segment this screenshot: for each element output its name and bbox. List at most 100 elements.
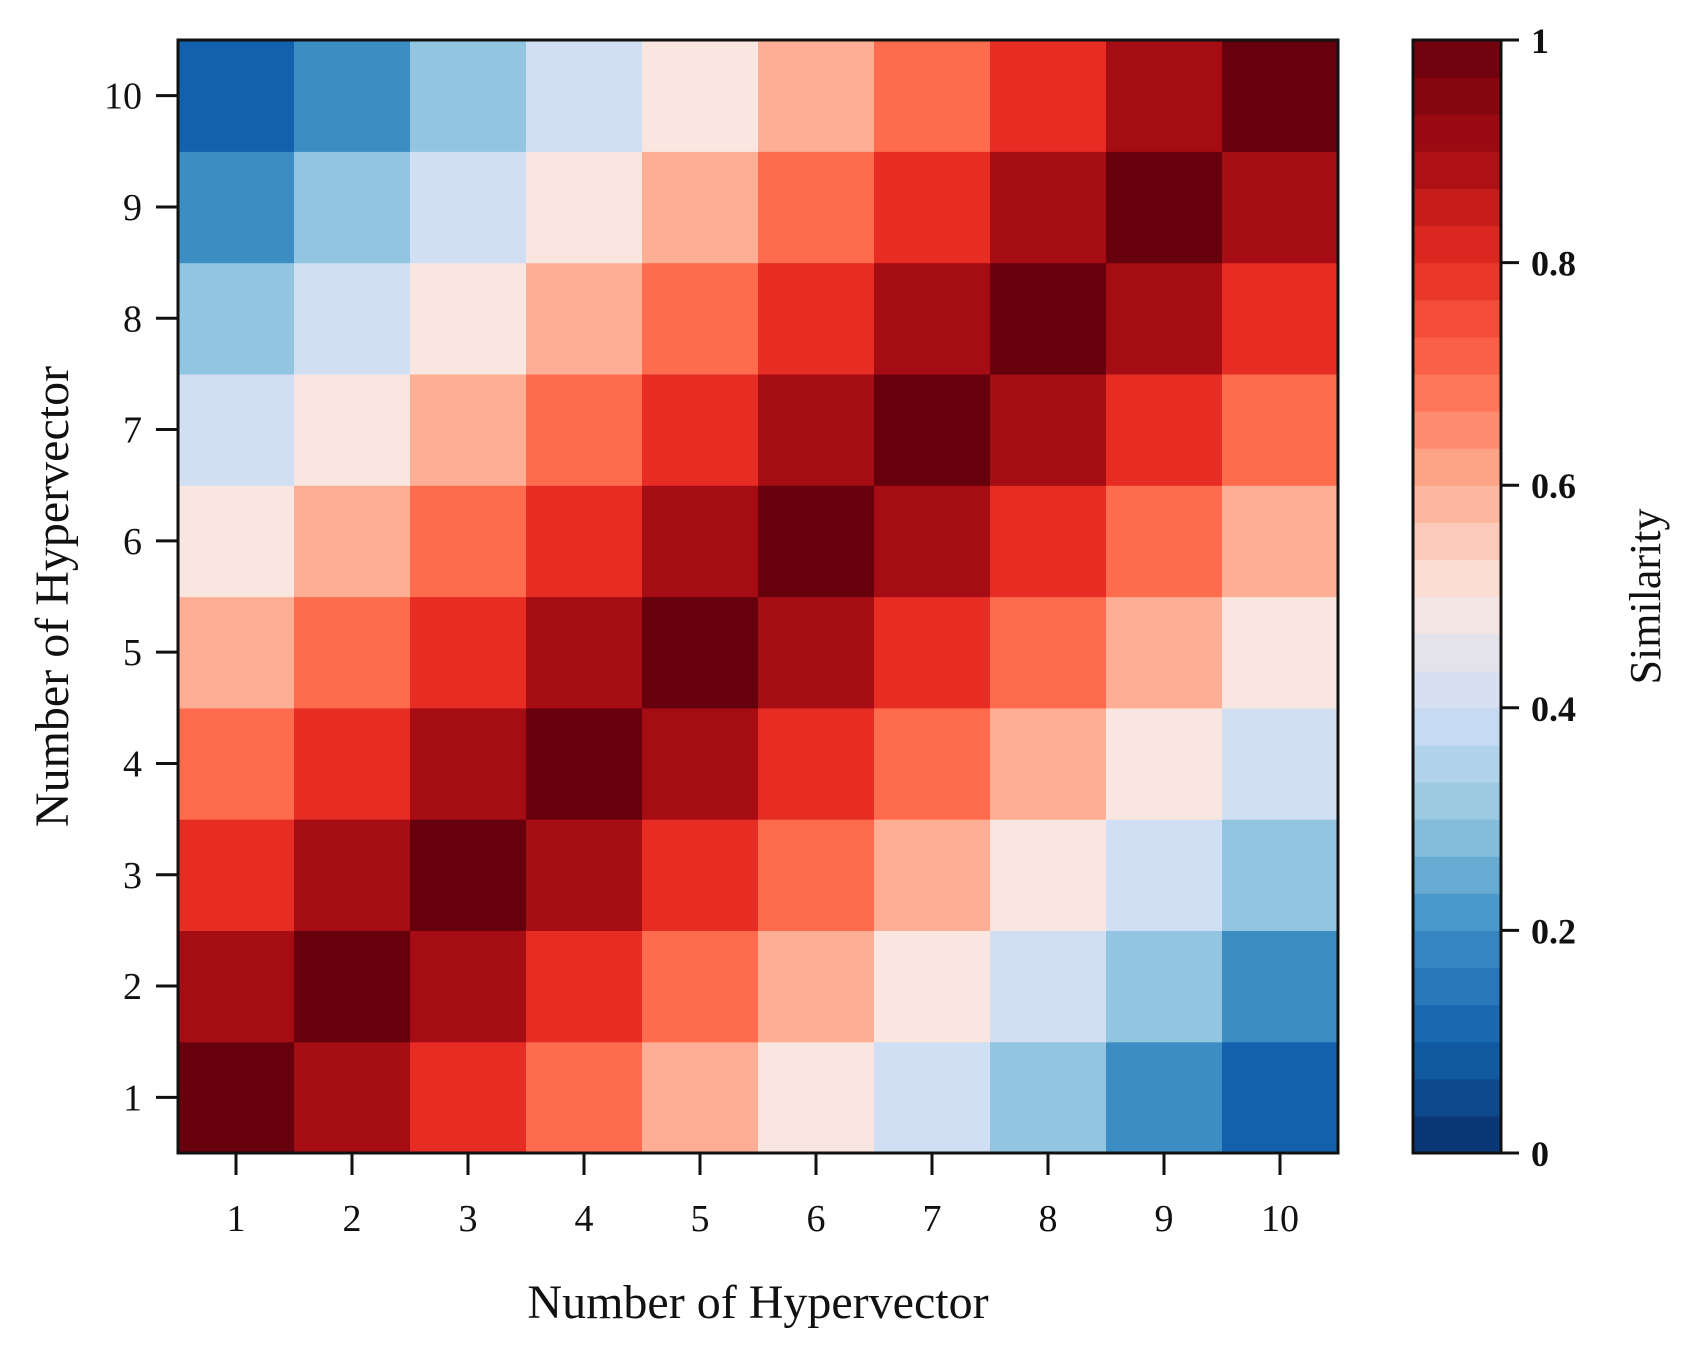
heatmap-cell-7-1 (874, 1041, 991, 1154)
heatmap-cell-8-2 (990, 930, 1107, 1043)
heatmap-cell-10-5 (1222, 596, 1339, 709)
heatmap-cell-10-1 (1222, 1041, 1339, 1154)
x-tick-label: 10 (1261, 1198, 1299, 1240)
heatmap-cell-2-4 (294, 707, 411, 820)
y-tick-label: 9 (123, 187, 142, 229)
colorbar-band (1413, 1041, 1501, 1080)
y-tick-label: 4 (123, 743, 142, 785)
heatmap-cell-5-7 (642, 373, 759, 486)
heatmap-cell-3-5 (410, 596, 527, 709)
x-axis: 1 2 3 4 5 6 7 8 9 10 (227, 1153, 1299, 1240)
heatmap-cell-2-1 (294, 1041, 411, 1154)
heatmap-cell-5-5 (642, 596, 759, 709)
colorbar-band (1413, 77, 1501, 115)
y-tick-label: 5 (123, 632, 142, 674)
colorbar-band (1413, 1115, 1501, 1154)
colorbar: 0 0.2 0.4 0.6 0.8 1 (1411, 21, 1576, 1174)
colorbar-band (1413, 819, 1501, 857)
heatmap-cell-1-5 (178, 596, 295, 709)
heatmap-cell-4-3 (526, 819, 643, 931)
heatmap-cell-6-6 (758, 485, 875, 598)
colorbar-frame (1411, 38, 1503, 1155)
heatmap-cell-2-10 (294, 40, 411, 152)
y-tick-label: 6 (123, 521, 142, 563)
heatmap-cell-10-10 (1222, 40, 1339, 152)
colorbar-band (1413, 299, 1501, 338)
heatmap-cell-7-2 (874, 930, 991, 1043)
colorbar-band (1413, 930, 1501, 969)
x-tick-label: 2 (343, 1198, 362, 1240)
heatmap-cell-10-8 (1222, 262, 1339, 375)
heatmap-cell-6-2 (758, 930, 875, 1043)
heatmap-cell-4-6 (526, 485, 643, 598)
heatmap-cell-7-4 (874, 707, 991, 820)
heatmap-cell-2-7 (294, 373, 411, 486)
heatmap-cell-5-3 (642, 819, 759, 931)
heatmap-cell-1-9 (178, 151, 295, 264)
heatmap-cell-9-1 (1106, 1041, 1223, 1154)
heatmap-cell-8-1 (990, 1041, 1107, 1154)
heatmap-cell-8-6 (990, 485, 1107, 598)
colorbar-band (1413, 707, 1501, 746)
heatmap-cell-9-3 (1106, 819, 1223, 931)
x-tick-label: 7 (923, 1198, 942, 1240)
heatmap-cell-4-8 (526, 262, 643, 375)
heatmap-cell-7-3 (874, 819, 991, 931)
heatmap-cell-6-4 (758, 707, 875, 820)
colorbar-band (1413, 114, 1501, 152)
heatmap-cell-2-8 (294, 262, 411, 375)
colorbar-band (1413, 485, 1501, 523)
heatmap-cell-8-4 (990, 707, 1107, 820)
colorbar-band (1413, 373, 1501, 412)
heatmap-cell-9-4 (1106, 707, 1223, 820)
colorbar-band (1413, 633, 1501, 672)
colorbar-band (1413, 782, 1501, 820)
heatmap-cell-4-7 (526, 373, 643, 486)
heatmap-cell-3-1 (410, 1041, 527, 1154)
colorbar-tick-label: 0.4 (1531, 689, 1576, 729)
heatmap-cell-2-9 (294, 151, 411, 264)
x-tick-label: 5 (691, 1198, 710, 1240)
heatmap-cell-1-2 (178, 930, 295, 1043)
colorbar-band (1413, 670, 1501, 709)
heatmap-cell-6-7 (758, 373, 875, 486)
heatmap-cell-3-8 (410, 262, 527, 375)
heatmap-cell-3-4 (410, 707, 527, 820)
heatmap-cell-5-4 (642, 707, 759, 820)
heatmap-cell-7-10 (874, 40, 991, 152)
heatmap-cell-2-6 (294, 485, 411, 598)
colorbar-band (1413, 559, 1501, 598)
x-tick-label: 9 (1155, 1198, 1174, 1240)
heatmap-cell-8-9 (990, 151, 1107, 264)
heatmap-cell-5-6 (642, 485, 759, 598)
colorbar-tick-label: 0 (1531, 1134, 1549, 1174)
colorbar-band (1413, 225, 1501, 264)
heatmap-cell-9-5 (1106, 596, 1223, 709)
heatmap-cell-3-2 (410, 930, 527, 1043)
colorbar-tick-label: 0.6 (1531, 466, 1576, 506)
x-tick-label: 4 (575, 1198, 594, 1240)
heatmap-cell-3-9 (410, 151, 527, 264)
heatmap-cell-6-8 (758, 262, 875, 375)
heatmap-cell-10-2 (1222, 930, 1339, 1043)
heatmap-cell-10-6 (1222, 485, 1339, 598)
heatmap-cell-1-4 (178, 707, 295, 820)
x-tick-label: 8 (1039, 1198, 1058, 1240)
heatmap-cell-8-8 (990, 262, 1107, 375)
heatmap-cell-4-2 (526, 930, 643, 1043)
y-axis: 1 2 3 4 5 6 7 8 9 10 (104, 76, 178, 1119)
heatmap-cell-9-10 (1106, 40, 1223, 152)
heatmap-cell-3-3 (410, 819, 527, 931)
heatmap-cell-2-3 (294, 819, 411, 931)
colorbar-band (1413, 893, 1501, 931)
heatmap-cell-1-1 (178, 1041, 295, 1154)
heatmap-cell-7-6 (874, 485, 991, 598)
heatmap-cell-3-10 (410, 40, 527, 152)
heatmap-cell-9-9 (1106, 151, 1223, 264)
heatmap-cell-3-7 (410, 373, 527, 486)
heatmap-cell-2-5 (294, 596, 411, 709)
colorbar-band (1413, 188, 1501, 227)
y-tick-label: 7 (123, 410, 142, 452)
colorbar-band (1413, 596, 1501, 635)
colorbar-band (1413, 522, 1501, 560)
